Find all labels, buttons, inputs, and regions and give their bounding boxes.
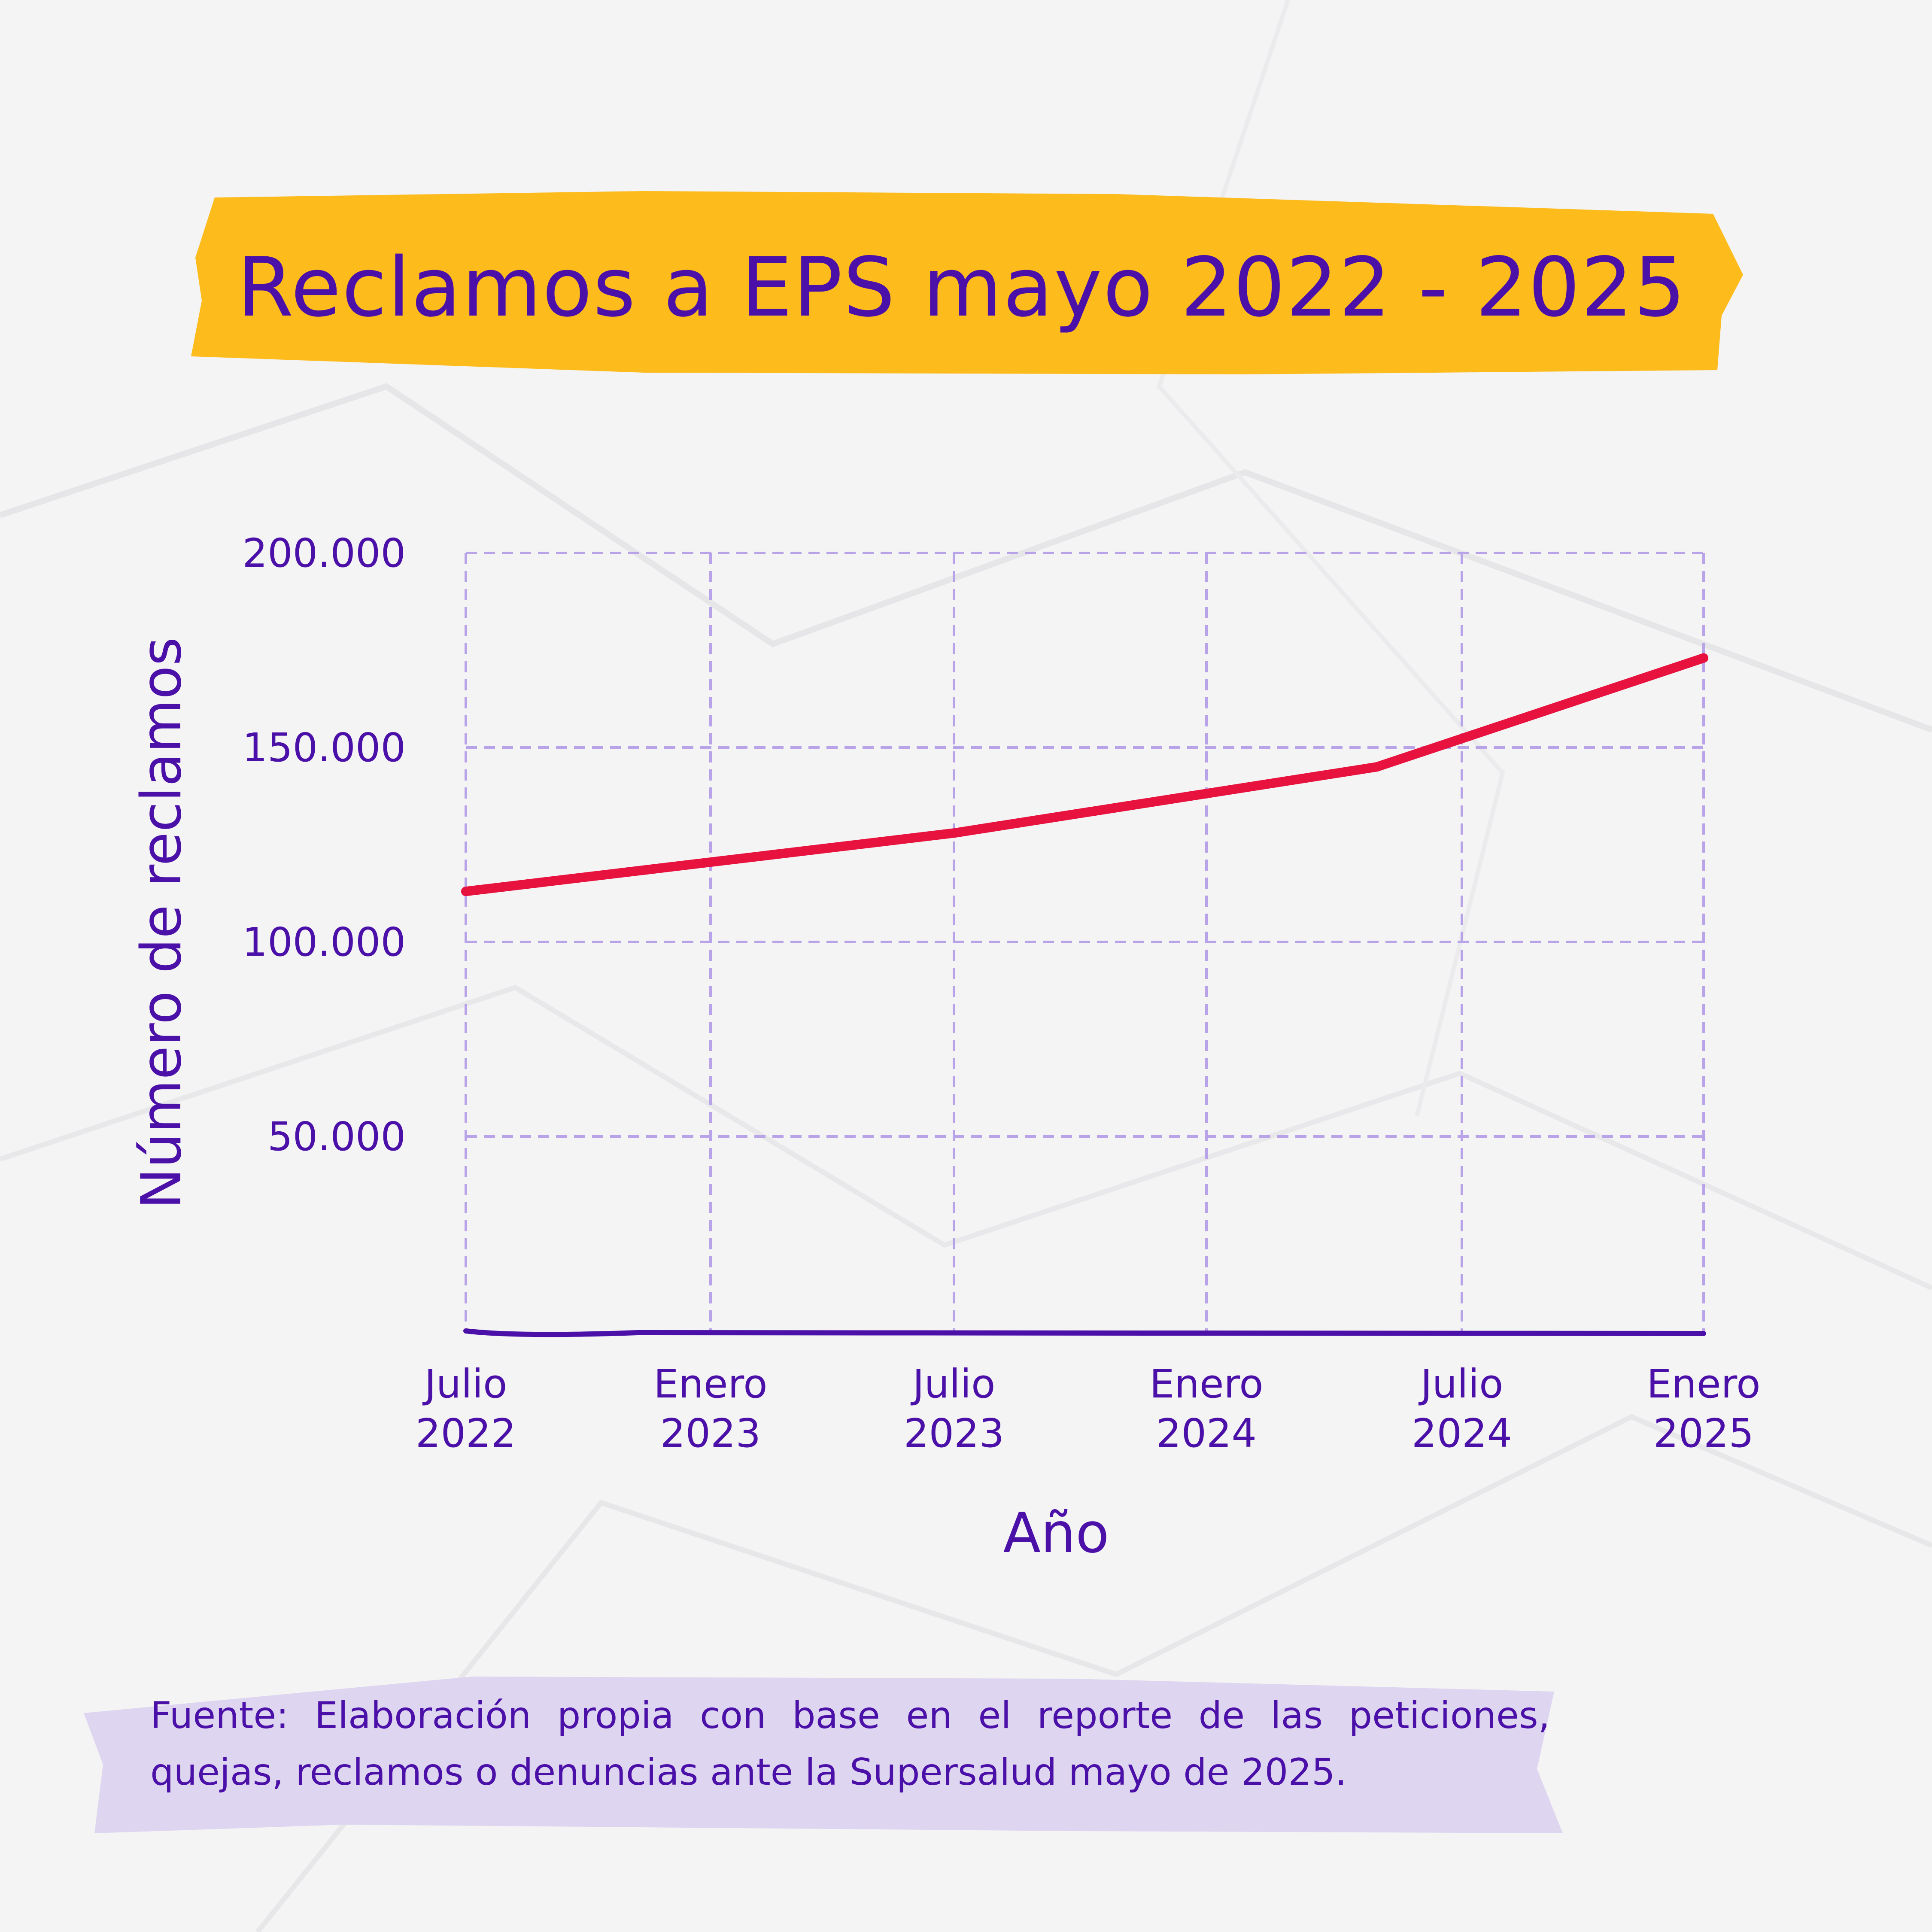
y-tick-label: 100.000: [243, 919, 406, 965]
y-tick-label: 150.000: [243, 725, 406, 771]
y-axis-title: Número de reclamos: [130, 637, 194, 1209]
x-tick-label: Enero 2025: [1646, 1361, 1760, 1456]
x-tick-labels: Julio 2022 Enero 2023 Julio 2023 Enero 2024 Juli…: [416, 1361, 1761, 1456]
x-axis-line: [463, 1328, 1706, 1337]
x-axis-title: Año: [1003, 1501, 1109, 1565]
data-point: [949, 828, 959, 838]
grid-lines: [465, 552, 1705, 1331]
y-tick-label: 200.000: [243, 530, 406, 576]
series-line: [461, 653, 1708, 896]
x-tick-label: Julio 2023: [904, 1361, 1004, 1456]
x-tick-label: Julio 2024: [1412, 1361, 1512, 1456]
data-point: [1372, 762, 1382, 772]
y-tick-labels: 50.000 100.000 150.000 200.000: [243, 530, 406, 1160]
x-tick-label: Julio 2022: [416, 1361, 516, 1456]
page-title: Reclamos a EPS mayo 2022 - 2025: [237, 240, 1687, 335]
data-point: [461, 887, 471, 896]
x-tick-label: Enero 2024: [1149, 1361, 1263, 1456]
data-point: [1699, 653, 1708, 663]
y-tick-label: 50.000: [267, 1114, 406, 1160]
series-layer: [461, 653, 1708, 896]
x-tick-label: Enero 2023: [653, 1361, 767, 1456]
x-axis-baseline: [463, 1328, 1706, 1337]
source-note: Fuente: Elaboración propia con base en e…: [150, 1694, 1550, 1794]
